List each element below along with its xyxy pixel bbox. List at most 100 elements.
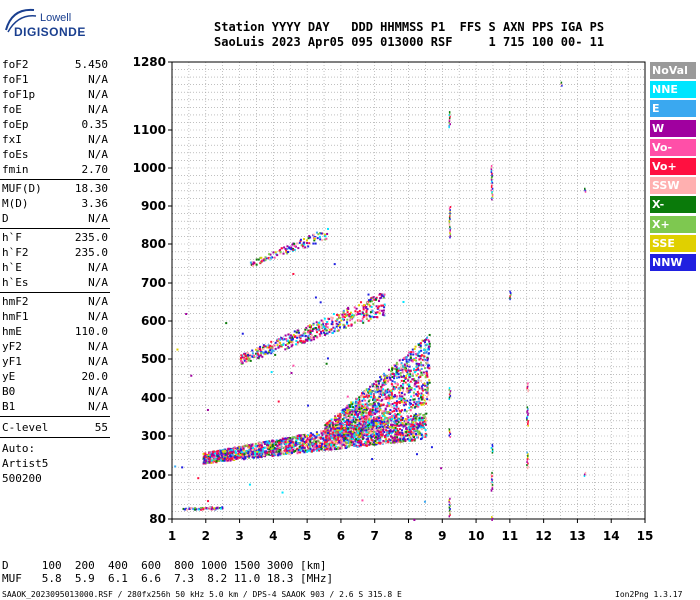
echo-point-f-trace-main	[310, 434, 313, 437]
echo-point-2f-multiple	[315, 321, 318, 324]
echo-point-f-trace-main	[268, 442, 271, 445]
echo-point-f-trace-spread	[403, 380, 406, 383]
echo-point-f-trace-spread	[343, 432, 346, 435]
echo-point-f-trace-spread	[389, 393, 392, 396]
echo-point-f-trace-spread	[347, 429, 350, 432]
echo-point-f-trace-spread	[409, 391, 412, 394]
echo-point-f-trace-main	[222, 457, 225, 460]
echo-point-f-trace-spread	[397, 373, 400, 376]
echo-point-2f-multiple	[324, 328, 327, 331]
echo-point-f-trace-spread	[334, 419, 337, 422]
param-value: 110.0	[74, 325, 108, 338]
echo-point-f-trace-spread	[397, 407, 400, 410]
echo-point-f-trace-main	[290, 452, 293, 455]
echo-point-f-trace-spread	[426, 356, 429, 359]
legend-item-x: X-	[650, 196, 696, 214]
interference-point	[449, 234, 452, 237]
echo-point-f-trace-spread	[389, 378, 392, 381]
echo-point-f-trace-spread	[427, 352, 430, 355]
echo-point-f-trace-main	[406, 418, 409, 421]
echo-point-f-trace-main	[376, 438, 379, 441]
param-b1: B1 N/A	[2, 400, 108, 414]
param-label: foF1p	[2, 88, 36, 101]
echo-point-f-trace-spread	[417, 362, 420, 365]
echo-point-f-trace-main	[331, 439, 334, 442]
echo-point-f-trace-main	[383, 422, 386, 425]
echo-point-f-trace-spread	[347, 428, 350, 431]
echo-point-2f-multiple	[327, 317, 330, 320]
echo-point-f-trace-main	[215, 460, 218, 463]
interference-point	[526, 460, 528, 463]
echo-point-f-trace-main	[216, 458, 219, 461]
echo-point-f-trace-main	[378, 439, 381, 442]
interference-point	[490, 177, 493, 180]
echo-point-f-trace-spread	[366, 407, 369, 410]
echo-point-f-trace-spread	[372, 404, 375, 407]
interference-point	[491, 488, 493, 491]
echo-point-f-trace-spread	[398, 367, 401, 370]
echo-point-2f-multiple	[348, 315, 351, 318]
echo-point-f-trace-spread	[427, 346, 430, 349]
echo-point-f-trace-main	[398, 424, 401, 427]
echo-point-3f-multiple	[299, 240, 302, 243]
echo-point-f-trace-main	[313, 439, 316, 442]
interference-point	[448, 428, 451, 431]
legend-item-vo: Vo+	[650, 158, 696, 175]
echo-point-f-trace-spread	[338, 427, 341, 430]
echo-point-f-trace-spread	[382, 421, 385, 424]
echo-point-3f-multiple	[301, 243, 304, 246]
echo-point-2f-multiple	[338, 326, 341, 329]
echo-point-f-trace-spread	[377, 385, 380, 388]
echo-point-f-trace-main	[224, 448, 227, 451]
echo-point-e-region	[192, 507, 195, 510]
echo-point-f-trace-main	[414, 415, 417, 418]
echo-point-f-trace-spread	[390, 406, 393, 409]
echo-point-2f-multiple	[315, 328, 318, 331]
echo-point-f-trace-main	[407, 431, 410, 434]
echo-point-f-trace-spread	[357, 429, 360, 432]
param-label: B0	[2, 385, 16, 398]
echo-point-f-trace-spread	[342, 412, 345, 415]
y-tick-label: 700	[141, 276, 166, 290]
echo-point-3f-multiple	[250, 263, 253, 266]
echo-point-2f-multiple	[331, 319, 334, 322]
echo-point-f-trace-main	[229, 453, 232, 456]
echo-point-f-trace-spread	[346, 404, 349, 407]
echo-point-f-trace-main	[395, 419, 398, 422]
x-tick-label: 4	[269, 529, 277, 543]
echo-point-f-trace-main	[396, 423, 399, 426]
echo-point-2f-multiple	[322, 322, 325, 325]
echo-point-f-trace-main	[282, 437, 285, 440]
echo-point-f-trace-spread	[383, 372, 386, 375]
echo-point-3f-multiple	[260, 256, 263, 259]
echo-point-2f-multiple	[359, 319, 362, 322]
echo-point-f-trace-main	[362, 436, 365, 439]
echo-point-f-trace-main	[419, 433, 422, 436]
echo-point-f-trace-spread	[404, 399, 407, 402]
echo-point-f-trace-spread	[410, 386, 413, 389]
echo-point-2f-multiple	[381, 309, 384, 312]
echo-point-f-trace-main	[267, 453, 270, 456]
echo-point-2f-multiple	[246, 351, 249, 354]
param-hme: hmE 110.0	[2, 325, 108, 339]
echo-point-2f-multiple	[362, 315, 365, 318]
interference-point	[527, 421, 529, 424]
echo-point-3f-multiple	[317, 233, 320, 236]
echo-point-2f-multiple	[371, 311, 374, 314]
echo-point-f-trace-main	[424, 428, 427, 431]
echo-point-f-trace-spread	[375, 423, 378, 426]
echo-point-f-trace-spread	[412, 351, 415, 354]
echo-point-f-trace-main	[318, 446, 321, 449]
echo-point-f-trace-main	[392, 440, 395, 443]
echo-point-f-trace-spread	[414, 370, 417, 373]
echo-point-f-trace-spread	[415, 393, 418, 396]
echo-point-f-trace-main	[422, 422, 425, 425]
echo-point-2f-multiple	[284, 344, 287, 347]
echo-point-f-trace-spread	[363, 415, 366, 418]
echo-point-f-trace-main	[258, 454, 261, 457]
echo-point-f-trace-spread	[428, 399, 431, 402]
echo-point-f-trace-main	[318, 441, 321, 444]
echo-point-f-trace-spread	[335, 430, 338, 433]
echo-point-f-trace-main	[250, 453, 253, 456]
echo-point-f-trace-main	[407, 416, 410, 419]
